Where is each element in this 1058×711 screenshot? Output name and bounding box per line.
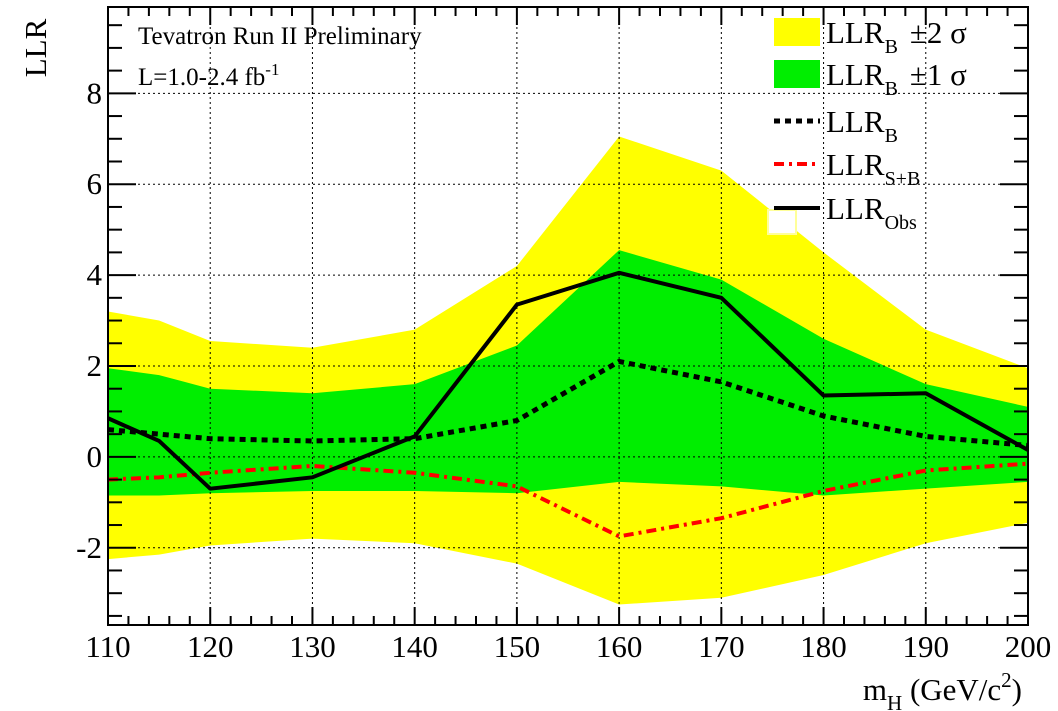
legend-label-sub: S+B bbox=[885, 168, 921, 190]
legend-label-main: LLR bbox=[826, 57, 885, 92]
legend-swatch bbox=[774, 60, 820, 88]
sigma-bands bbox=[108, 136, 1028, 605]
legend-marker-box bbox=[767, 209, 797, 235]
legend-label-main: LLR bbox=[826, 191, 885, 226]
plot-frame bbox=[107, 6, 1029, 626]
legend-label-sub: B bbox=[885, 36, 898, 58]
series-line-solid bbox=[107, 270, 1029, 491]
x-axis-label-sup: 2 bbox=[1001, 668, 1012, 692]
x-tick-label: 120 bbox=[187, 629, 234, 664]
annotation-luminosity-main: L=1.0-2.4 fb bbox=[138, 64, 265, 91]
series-lines bbox=[107, 270, 1029, 539]
legend-label-main: LLR bbox=[826, 15, 885, 50]
legend-label: LLRB ±1 σ bbox=[826, 57, 967, 100]
legend-label-sub: B bbox=[885, 125, 898, 147]
x-axis-label-rest: (GeV/c bbox=[902, 672, 1001, 707]
y-tick-label: 2 bbox=[87, 348, 103, 383]
legend-label-main: LLR bbox=[826, 147, 885, 182]
x-axis-label-main: m bbox=[863, 672, 887, 707]
axis-ticks bbox=[107, 7, 1029, 625]
y-tick-label: -2 bbox=[76, 530, 102, 565]
y-tick-label: 6 bbox=[87, 166, 103, 201]
y-tick-label: 4 bbox=[87, 257, 103, 292]
x-tick-label: 110 bbox=[85, 629, 130, 664]
x-tick-label: 130 bbox=[289, 629, 336, 664]
legend-label-suffix: ±1 σ bbox=[910, 57, 967, 92]
x-tick-label: 140 bbox=[391, 629, 438, 664]
y-tick-label: 0 bbox=[87, 439, 103, 474]
series-line-dotted bbox=[107, 358, 1029, 448]
x-tick-label: 190 bbox=[903, 629, 950, 664]
band-1sigma bbox=[108, 250, 1028, 496]
x-tick-label: 160 bbox=[596, 629, 643, 664]
legend-swatch bbox=[774, 18, 820, 46]
grid-lines bbox=[108, 7, 1028, 625]
x-axis-label-sub: H bbox=[887, 691, 902, 711]
legend-label: LLRB ±2 σ bbox=[826, 15, 967, 58]
legend-label: LLRS+B bbox=[826, 147, 920, 190]
annotation-luminosity: L=1.0-2.4 fb-1 bbox=[138, 60, 279, 91]
annotation-luminosity-sup: -1 bbox=[265, 60, 279, 79]
legend-label-sub: Obs bbox=[885, 212, 917, 234]
legend-label-main: LLR bbox=[826, 104, 885, 139]
x-tick-label: 170 bbox=[698, 629, 745, 664]
legend-label: LLRObs bbox=[826, 191, 917, 234]
x-tick-label: 180 bbox=[800, 629, 847, 664]
x-axis-label: mH (GeV/c2) bbox=[863, 668, 1022, 711]
y-axis-label: LLR bbox=[18, 18, 53, 77]
legend-label: LLRB bbox=[826, 104, 898, 147]
legend-label-suffix: ±2 σ bbox=[910, 15, 967, 50]
x-tick-label: 200 bbox=[1005, 629, 1052, 664]
legend-label-sub: B bbox=[885, 78, 898, 100]
y-tick-label: 8 bbox=[87, 75, 103, 110]
tick-labels: 110 120 130 140 150 160 170 180 190 200 -2 0 2 4 6 8 bbox=[76, 75, 1051, 664]
x-tick-label: 150 bbox=[494, 629, 541, 664]
annotation-experiment: Tevatron Run II Preliminary bbox=[138, 23, 422, 50]
x-axis-label-end: ) bbox=[1012, 672, 1022, 707]
